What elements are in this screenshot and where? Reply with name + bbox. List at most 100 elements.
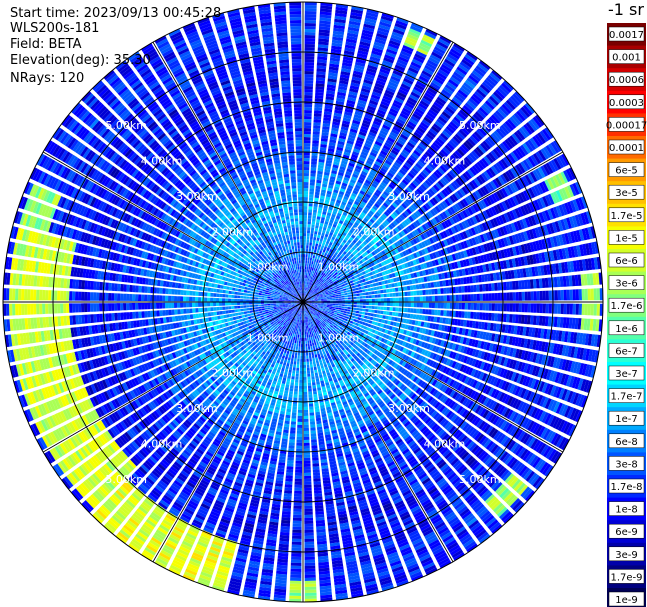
- beta-cell: [333, 258, 337, 263]
- beta-cell: [323, 177, 329, 182]
- beta-cell: [479, 60, 491, 71]
- beta-cell: [450, 48, 462, 57]
- beta-cell: [338, 137, 346, 143]
- beta-cell: [362, 82, 373, 88]
- beta-cell: [346, 187, 353, 193]
- beta-cell: [335, 305, 339, 308]
- beta-cell: [536, 291, 540, 301]
- beta-cell: [358, 156, 366, 162]
- beta-cell: [464, 122, 474, 132]
- beta-cell: [366, 284, 371, 288]
- beta-cell: [370, 313, 374, 317]
- beta-cell: [343, 259, 348, 264]
- beta-cell: [468, 74, 480, 85]
- beta-cell: [307, 218, 312, 222]
- beta-cell: [394, 287, 399, 292]
- beta-cell: [411, 88, 422, 96]
- beta-cell: [316, 265, 319, 269]
- beta-cell: [374, 298, 378, 302]
- beta-cell: [548, 290, 552, 301]
- beta-cell: [400, 110, 410, 117]
- beta-cell: [578, 289, 582, 301]
- beta-cell: [313, 119, 321, 123]
- beta-cell: [349, 131, 357, 137]
- beta-cell: [596, 303, 600, 316]
- beta-cell: [368, 131, 377, 138]
- beta-cell: [382, 144, 391, 151]
- beta-cell: [490, 114, 501, 125]
- beta-cell: [569, 303, 573, 315]
- beta-cell: [364, 76, 374, 82]
- beta-cell: [322, 269, 326, 273]
- beta-cell: [306, 245, 309, 249]
- beta-cell: [311, 280, 314, 284]
- beta-cell: [407, 31, 420, 39]
- beta-cell: [309, 242, 312, 246]
- beta-cell: [446, 295, 450, 302]
- beta-cell: [440, 132, 449, 141]
- beta-cell: [354, 142, 363, 148]
- beta-cell: [316, 259, 319, 263]
- beta-cell: [339, 287, 343, 290]
- beta-cell: [314, 107, 323, 111]
- beta-cell: [342, 198, 348, 204]
- beta-cell: [402, 164, 410, 171]
- beta-cell: [304, 293, 306, 297]
- beta-cell: [362, 26, 375, 33]
- beta-cell: [362, 209, 368, 215]
- beta-cell: [353, 116, 362, 122]
- beta-cell: [331, 256, 335, 261]
- beta-cell: [379, 224, 385, 230]
- beta-cell: [416, 144, 425, 153]
- beta-cell: [309, 182, 315, 186]
- beta-cell: [320, 219, 325, 224]
- beta-cell: [334, 12, 347, 18]
- beta-cell: [303, 200, 308, 204]
- beta-cell: [346, 140, 354, 145]
- beta-cell: [518, 291, 522, 301]
- beta-cell: [575, 289, 579, 301]
- beta-cell: [421, 119, 431, 127]
- beta-cell: [332, 306, 336, 309]
- beta-cell: [314, 110, 322, 114]
- beta-cell: [357, 134, 366, 140]
- beta-cell: [451, 45, 464, 55]
- beta-cell: [323, 205, 328, 210]
- beta-cell: [341, 123, 350, 128]
- beta-cell: [356, 234, 361, 240]
- beta-cell: [448, 79, 459, 88]
- beta-cell: [315, 282, 318, 286]
- beta-cell: [389, 204, 396, 211]
- beta-cell: [411, 22, 424, 30]
- beta-cell: [329, 276, 334, 280]
- beta-cell: [346, 289, 350, 293]
- beta-cell: [416, 302, 420, 308]
- beta-cell: [362, 227, 367, 233]
- beta-cell: [307, 295, 310, 298]
- beta-cell: [343, 288, 347, 291]
- beta-cell: [332, 36, 344, 41]
- beta-cell: [507, 97, 519, 108]
- beta-cell: [404, 39, 417, 47]
- beta-cell: [330, 54, 341, 59]
- beta-cell: [482, 303, 486, 311]
- beta-cell: [361, 87, 371, 94]
- beta-cell: [388, 81, 399, 88]
- beta-cell: [305, 287, 307, 291]
- beta-cell: [318, 158, 325, 163]
- beta-cell: [318, 228, 322, 233]
- beta-cell: [325, 271, 329, 276]
- beta-cell: [308, 266, 311, 270]
- beta-cell: [422, 153, 431, 161]
- beta-cell: [521, 291, 525, 301]
- beta-cell: [316, 71, 326, 76]
- beta-cell: [323, 299, 327, 301]
- beta-cell: [366, 8, 379, 15]
- beta-cell: [318, 35, 330, 40]
- beta-cell: [425, 302, 429, 308]
- beta-cell: [422, 94, 433, 103]
- beta-cell: [320, 264, 324, 269]
- beta-cell: [312, 255, 316, 259]
- beta-cell: [345, 253, 350, 258]
- beta-cell: [494, 313, 498, 322]
